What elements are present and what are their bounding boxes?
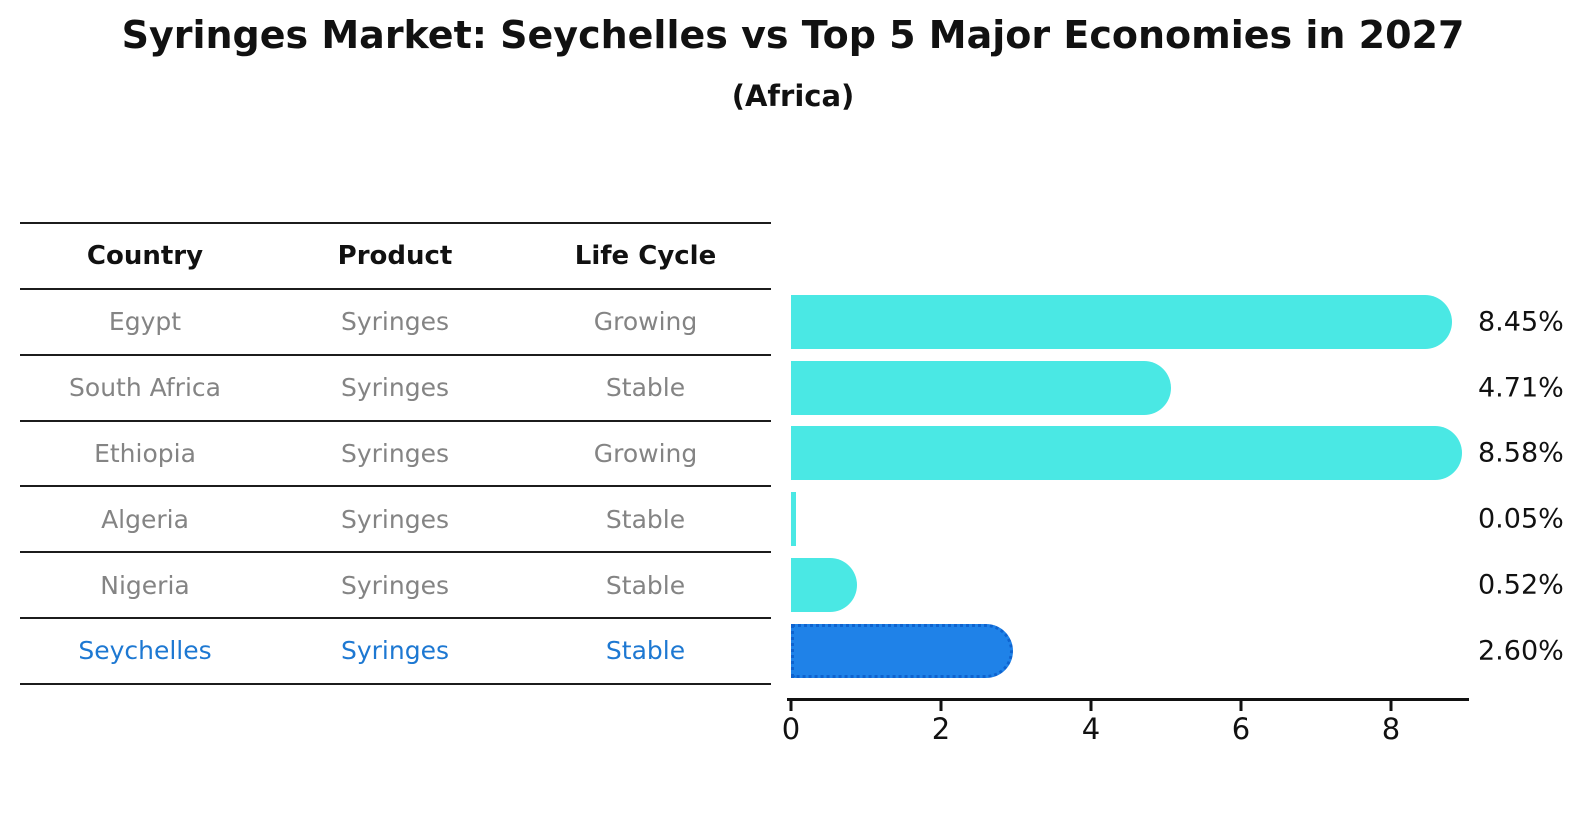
bar-nigeria	[791, 558, 857, 612]
value-label-algeria: 0.05%	[1478, 503, 1564, 535]
table-cell-lifecycle: Stable	[605, 570, 686, 600]
table-cell-country: South Africa	[69, 373, 221, 403]
table-cell-country: Egypt	[108, 307, 182, 337]
x-tick	[939, 700, 943, 711]
bar-seychelles	[791, 624, 1013, 678]
chart-subtitle: (Africa)	[731, 79, 855, 113]
value-label-egypt: 8.45%	[1478, 306, 1564, 338]
table-cell-product: Syringes	[340, 438, 449, 468]
table-header-row: Country Product Life Cycle	[20, 222, 771, 288]
table-row: Algeria Syringes Stable	[20, 485, 771, 551]
chart-title: Syringes Market: Seychelles vs Top 5 Maj…	[121, 13, 1465, 57]
bar-egypt	[791, 295, 1452, 349]
x-tick	[789, 700, 793, 711]
bar-ethiopia	[791, 426, 1462, 480]
table-header-product: Product	[337, 241, 453, 271]
x-tick-label: 2	[931, 712, 951, 746]
table-row: Ethiopia Syringes Growing	[20, 419, 771, 486]
x-tick-label: 6	[1231, 712, 1251, 746]
value-label-nigeria: 0.52%	[1478, 569, 1564, 601]
table-row: South Africa Syringes Stable	[20, 353, 771, 420]
table-row: Seychelles Syringes Stable	[20, 616, 771, 683]
x-tick	[1239, 700, 1243, 711]
table-cell-country: Algeria	[101, 504, 189, 534]
table-cell-country: Nigeria	[100, 570, 190, 600]
table-header-lifecycle: Life Cycle	[574, 241, 717, 271]
country-table: Country Product Life Cycle Egypt Syringes…	[20, 222, 771, 685]
x-tick	[1389, 700, 1393, 711]
table-cell-lifecycle: Growing	[593, 307, 698, 337]
table-cell-product: Syringes	[340, 504, 449, 534]
value-label-ethiopia: 8.58%	[1478, 437, 1564, 469]
x-tick-label: 8	[1381, 712, 1401, 746]
x-axis	[787, 698, 1469, 701]
table-cell-lifecycle: Stable	[605, 636, 686, 666]
table-cell-lifecycle: Stable	[605, 504, 686, 534]
table-cell-product: Syringes	[340, 307, 449, 337]
x-tick	[1089, 700, 1093, 711]
table-cell-product: Syringes	[340, 570, 449, 600]
table-cell-product: Syringes	[340, 636, 449, 666]
table-cell-country: Ethiopia	[94, 438, 196, 468]
table-row: Nigeria Syringes Stable	[20, 551, 771, 617]
value-label-seychelles: 2.60%	[1478, 635, 1564, 667]
bar-south-africa	[791, 361, 1172, 415]
bar-algeria	[791, 492, 796, 546]
table-header-country: Country	[86, 241, 204, 271]
x-tick-label: 0	[781, 712, 801, 746]
table-cell-lifecycle: Growing	[593, 438, 698, 468]
table-cell-product: Syringes	[340, 373, 449, 403]
x-tick-label: 4	[1081, 712, 1101, 746]
table-bottom-rule	[20, 682, 771, 685]
value-label-south-africa: 4.71%	[1478, 372, 1564, 404]
table-cell-lifecycle: Stable	[605, 373, 686, 403]
table-row: Egypt Syringes Growing	[20, 288, 771, 354]
table-body: Egypt Syringes Growing South Africa Syringes…	[20, 288, 771, 683]
table-cell-country: Seychelles	[78, 636, 212, 666]
